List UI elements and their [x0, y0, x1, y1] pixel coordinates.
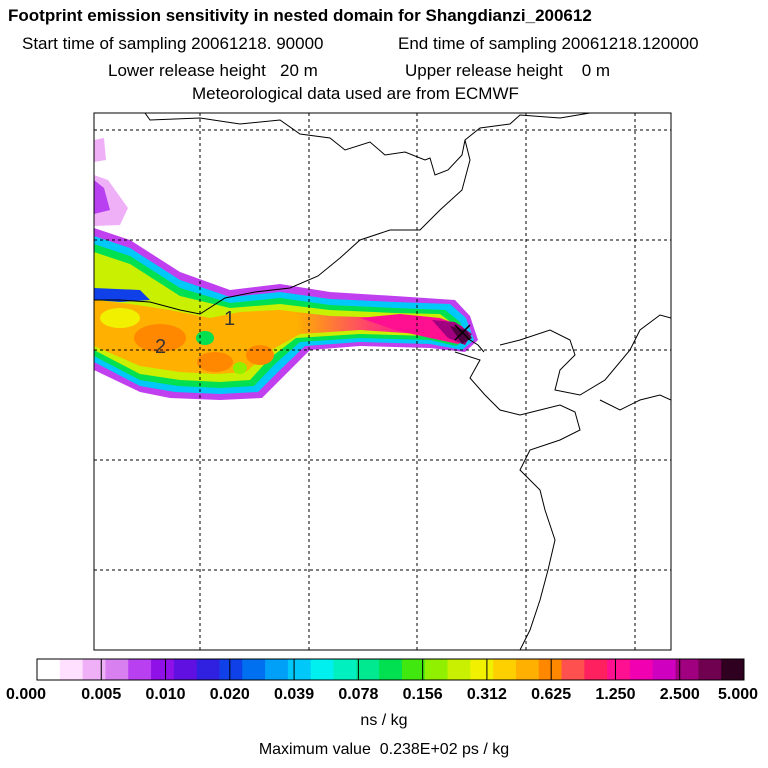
colorbar-tick-label: 0.156: [402, 686, 443, 703]
colorbar-swatch: [265, 659, 289, 680]
colorbar-swatch: [515, 659, 540, 680]
colorbar-tick-label: 0.005: [81, 686, 122, 703]
colorbar-tick-label: 2.500: [659, 686, 700, 703]
colorbar-tick-label: 0.312: [466, 686, 507, 703]
max-value-prefix: Maximum value: [258, 741, 371, 758]
colorbar-swatch: [493, 659, 517, 680]
colorbar-swatch: [561, 659, 585, 680]
colorbar-swatch: [629, 659, 654, 680]
colorbar-swatch: [37, 659, 61, 680]
colorbar-units: ns / kg: [360, 712, 408, 729]
colorbar-tick-label: 0.000: [5, 686, 47, 703]
colorbar-tick-label: 0.078: [338, 686, 379, 703]
colorbar-swatch: [82, 659, 106, 680]
site-label-2: 2: [155, 336, 167, 358]
plume-field: [94, 138, 478, 400]
colorbar-tick-label: 0.020: [209, 686, 250, 703]
site-label-1: 1: [224, 308, 236, 330]
colorbar-swatch: [310, 659, 334, 680]
upper-release-height-label: Upper release height 0 m: [405, 61, 611, 80]
colorbar-tick-label: 0.010: [145, 686, 186, 703]
colorbar-swatch: [470, 659, 494, 680]
colorbar: [36, 658, 745, 681]
colorbar-swatch: [379, 659, 403, 680]
colorbar-tick-label: 0.039: [274, 686, 315, 703]
map-frame: [93, 112, 672, 651]
colorbar-tick-label: 5.000: [717, 686, 759, 703]
colorbar-swatch: [128, 659, 152, 680]
colorbar-tick-label: 0.625: [531, 686, 572, 703]
plume-patch-top: [94, 138, 106, 162]
plot-title: Footprint emission sensitivity in nested…: [8, 6, 592, 25]
colorbar-swatch: [538, 659, 563, 680]
colorbar-swatch: [401, 659, 426, 680]
coastlines: [94, 113, 671, 650]
colorbar-tick-label: 1.250: [595, 686, 636, 703]
colorbar-swatch: [287, 659, 312, 680]
receptor-marker-icon: [454, 324, 471, 341]
maximum-value-label: Maximum value 0.238E+02 ps / kg: [0, 741, 768, 759]
colorbar-frame: [36, 658, 745, 681]
lower-release-height-label: Lower release height 20 m: [108, 61, 318, 80]
end-time-label: End time of sampling 20061218.120000: [398, 34, 699, 53]
colorbar-swatch: [219, 659, 243, 680]
colorbar-swatch: [196, 659, 220, 680]
start-time-label: Start time of sampling 20061218. 90000: [22, 34, 324, 53]
max-value: 0.238E+02 ps / kg: [379, 741, 510, 758]
colorbar-swatch: [584, 659, 608, 680]
colorbar-swatch: [721, 659, 745, 680]
colorbar-swatch: [424, 659, 449, 680]
colorbar-swatch: [675, 659, 699, 680]
colorbar-swatch: [607, 659, 631, 680]
colorbar-swatch: [242, 659, 266, 680]
colorbar-swatch: [105, 659, 129, 680]
lat-lon-grid: [94, 113, 671, 650]
colorbar-swatch: [333, 659, 357, 680]
met-data-label: Meteorological data used are from ECMWF: [192, 84, 519, 103]
colorbar-swatch: [173, 659, 198, 680]
colorbar-swatch: [698, 659, 722, 680]
colorbar-swatch: [356, 659, 380, 680]
colorbar-swatch: [652, 659, 677, 680]
colorbar-swatch: [447, 659, 471, 680]
colorbar-swatch: [151, 659, 175, 680]
colorbar-swatch: [59, 659, 84, 680]
